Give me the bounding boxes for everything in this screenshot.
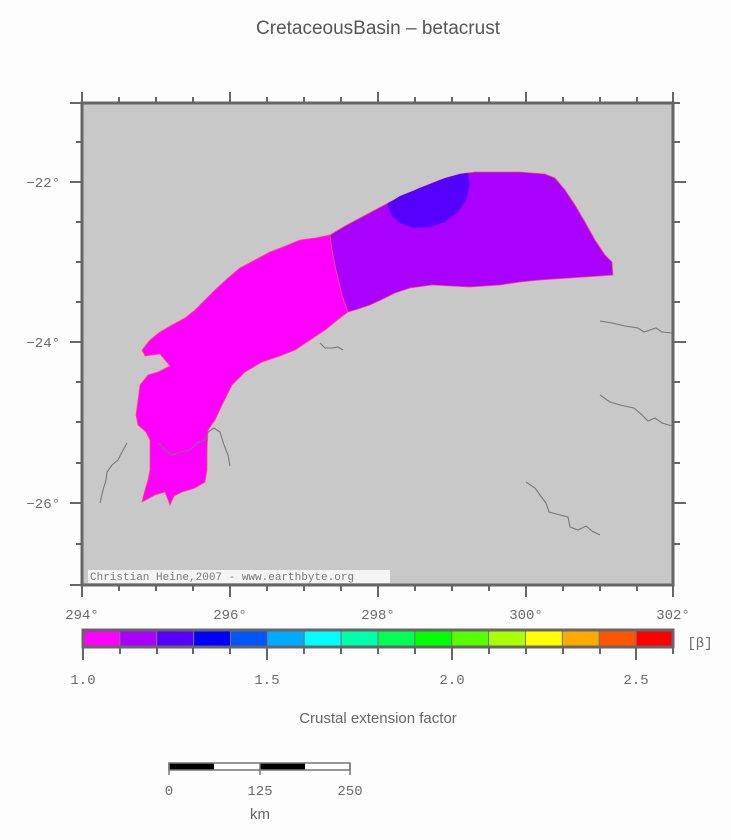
- credit-text: Christian Heine,2007 - www.earthbyte.org: [90, 572, 354, 584]
- colorbar: [82, 629, 674, 648]
- lon-label: 296°: [213, 608, 247, 624]
- right-ticks: [673, 102, 686, 545]
- colorbar-swatch: [230, 629, 268, 648]
- colorbar-swatch: [451, 629, 490, 648]
- colorbar-swatch: [119, 629, 158, 648]
- colorbar-swatch: [156, 629, 195, 648]
- bottom-ticks: [81, 585, 674, 597]
- region-western-basin: [135, 234, 349, 507]
- colorbar-unit-label: [β]: [687, 636, 712, 652]
- colorbar-tick-label: 2.0: [439, 673, 464, 689]
- scale-unit: km: [250, 806, 270, 823]
- colorbar-tick-label: 1.5: [254, 673, 279, 689]
- lat-label: −24°: [26, 336, 60, 352]
- colorbar-swatch: [488, 629, 526, 648]
- coastline-lines: [99, 320, 673, 536]
- colorbar-swatch: [414, 629, 453, 648]
- colorbar-swatch: [377, 629, 416, 648]
- lon-label: 294°: [65, 608, 99, 624]
- scale-label: 125: [247, 784, 272, 800]
- scale-label: 250: [337, 784, 362, 800]
- colorbar-title: Crustal extension factor: [299, 710, 457, 727]
- lon-label: 298°: [361, 608, 395, 624]
- colorbar-swatch: [82, 629, 121, 648]
- colorbar-tick-label: 1.0: [70, 673, 95, 689]
- left-ticks: [70, 102, 82, 586]
- lon-label: 300°: [509, 608, 543, 624]
- colorbar-swatch: [525, 629, 563, 648]
- region-northern-depocenter: [387, 173, 470, 228]
- colorbar-swatch: [193, 629, 231, 648]
- scale-bar: [168, 762, 351, 775]
- colorbar-swatch: [340, 629, 379, 648]
- lat-label: −26°: [26, 497, 60, 513]
- colorbar-ticks: [82, 647, 674, 660]
- map-title: CretaceousBasin – betacrust: [256, 18, 500, 39]
- scale-label: 0: [165, 784, 173, 800]
- lon-label: 302°: [656, 608, 690, 624]
- colorbar-swatch: [561, 629, 600, 648]
- colorbar-tick-label: 2.5: [623, 673, 648, 689]
- colorbar-swatch: [635, 629, 674, 648]
- colorbar-swatch: [598, 629, 637, 648]
- top-ticks: [81, 92, 674, 103]
- colorbar-swatch: [303, 629, 342, 648]
- lat-label: −22°: [26, 176, 60, 192]
- colorbar-swatch: [266, 629, 305, 648]
- credit-box: [88, 570, 390, 583]
